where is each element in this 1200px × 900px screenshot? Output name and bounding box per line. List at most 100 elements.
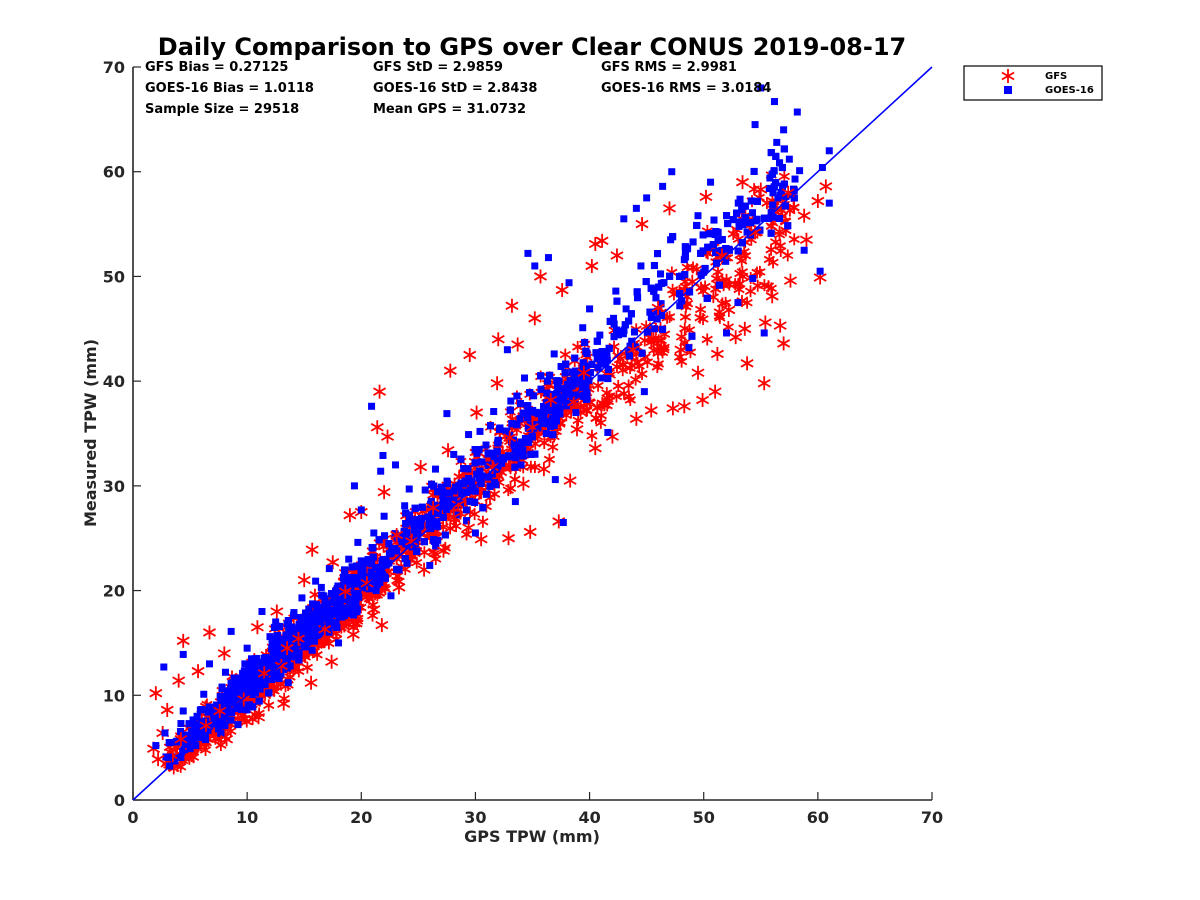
gfs-cloud-point <box>175 760 187 773</box>
gfs-cloud-point <box>675 330 688 343</box>
asterisk-stroke <box>656 348 669 357</box>
gfs-cloud-point <box>737 270 749 283</box>
asterisk-stroke <box>636 370 648 378</box>
asterisk-stroke <box>623 393 635 401</box>
asterisk-stroke <box>572 416 584 425</box>
asterisk-stroke <box>608 342 620 351</box>
asterisk-stroke <box>652 360 665 368</box>
gfs-cloud-point <box>247 713 259 726</box>
asterisk-stroke <box>631 358 644 367</box>
gfs-cloud-point <box>744 285 757 298</box>
asterisk-stroke <box>198 739 210 748</box>
gfs-cloud-point <box>641 356 654 369</box>
gfs-cloud-point <box>477 515 489 528</box>
gfs-cloud-point <box>430 553 442 566</box>
asterisk-stroke <box>691 265 703 273</box>
gfs-cloud-point <box>691 263 703 276</box>
asterisk-stroke <box>655 336 667 345</box>
asterisk-stroke <box>617 361 629 370</box>
asterisk-stroke <box>430 555 442 563</box>
asterisk-stroke <box>225 727 237 735</box>
asterisk-stroke <box>675 357 688 366</box>
gfs-cloud-point <box>444 522 456 535</box>
asterisk-stroke <box>502 486 514 494</box>
asterisk-stroke <box>360 593 373 602</box>
asterisk-stroke <box>769 238 782 246</box>
gfs-cloud-point <box>629 373 642 386</box>
gfs-cloud-point <box>648 344 660 357</box>
asterisk-stroke <box>590 414 602 422</box>
asterisk-stroke <box>543 455 556 464</box>
asterisk-stroke <box>701 335 713 344</box>
gfs-cloud-point <box>559 348 571 361</box>
gfs-cloud-point <box>199 744 212 757</box>
asterisk-stroke <box>460 530 473 539</box>
asterisk-stroke <box>624 364 636 372</box>
asterisk-stroke <box>581 406 593 414</box>
asterisk-stroke <box>601 389 613 397</box>
asterisk-stroke <box>641 358 654 366</box>
asterisk-stroke <box>666 268 678 277</box>
gfs-cloud-point <box>701 333 713 346</box>
gfs-cloud-point <box>602 395 615 408</box>
asterisk-stroke <box>765 245 777 254</box>
asterisk-stroke <box>629 375 642 384</box>
gfs-cloud-point <box>586 429 598 442</box>
gfs-cloud-point <box>624 362 636 375</box>
gfs-cloud-point <box>712 265 724 278</box>
gfs-cloud-point <box>595 416 607 429</box>
gfs-cloud-point <box>754 265 766 278</box>
asterisk-stroke <box>428 549 441 558</box>
gfs-cloud-point <box>215 739 227 752</box>
asterisk-stroke <box>175 763 187 771</box>
asterisk-stroke <box>474 483 487 492</box>
asterisk-stroke <box>697 315 709 323</box>
asterisk-stroke <box>744 287 757 296</box>
gfs-cloud-point <box>666 283 679 296</box>
asterisk-stroke <box>592 381 604 390</box>
asterisk-stroke <box>722 323 734 331</box>
gfs-cloud-point <box>675 355 688 368</box>
asterisk-stroke <box>736 257 748 265</box>
asterisk-stroke <box>215 741 227 749</box>
asterisk-stroke <box>572 343 584 351</box>
gfs-cloud-point <box>778 170 790 183</box>
chart-title: Daily Comparison to GPS over Clear CONUS… <box>158 33 906 61</box>
gfs-cloud-point <box>651 360 663 373</box>
asterisk-stroke <box>713 308 726 316</box>
gfs-cloud-point <box>622 379 635 392</box>
asterisk-stroke <box>782 251 794 260</box>
gfs-cloud-point <box>697 312 709 325</box>
gfs-cloud-point <box>623 390 635 403</box>
gfs-cloud-point <box>713 306 726 319</box>
asterisk-stroke <box>787 203 800 212</box>
asterisk-stroke <box>645 338 657 346</box>
gfs-cloud-point <box>601 387 613 400</box>
asterisk-stroke <box>450 522 462 530</box>
asterisk-stroke <box>727 230 739 238</box>
gfs-cloud-point <box>263 699 275 712</box>
gfs-cloud-point <box>366 609 379 622</box>
asterisk-stroke <box>488 490 501 498</box>
asterisk-stroke <box>651 363 663 371</box>
gfs-cloud-point <box>773 225 786 238</box>
asterisk-stroke <box>673 353 686 361</box>
asterisk-stroke <box>275 680 287 689</box>
asterisk-stroke <box>765 222 777 230</box>
gfs-cloud-point <box>360 591 373 604</box>
gfs-cloud-point <box>572 340 584 353</box>
asterisk-stroke <box>732 281 744 289</box>
gfs-cloud-point <box>774 239 787 252</box>
asterisk-stroke <box>591 403 603 412</box>
asterisk-stroke <box>247 715 259 723</box>
asterisk-stroke <box>773 227 786 236</box>
asterisk-stroke <box>199 746 212 754</box>
asterisk-stroke <box>595 419 607 427</box>
asterisk-stroke <box>709 285 722 293</box>
asterisk-stroke <box>366 611 379 620</box>
gfs-cloud-point <box>418 546 431 559</box>
gfs-cloud-point <box>591 401 603 414</box>
asterisk-stroke <box>737 272 749 281</box>
gfs-cloud-point <box>679 322 691 335</box>
asterisk-stroke <box>612 382 624 390</box>
